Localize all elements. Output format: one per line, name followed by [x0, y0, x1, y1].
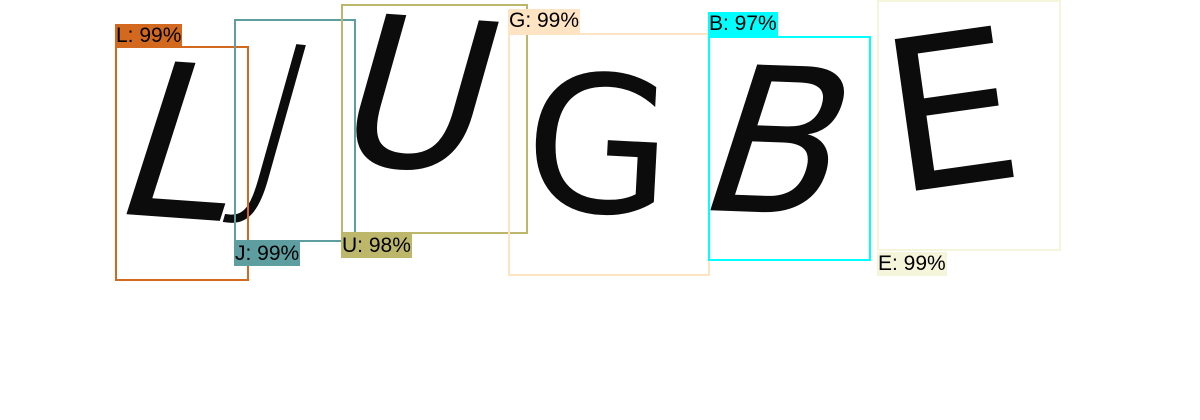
detection-label-g: G: 99%	[508, 9, 581, 33]
detection-label-e: E: 99%	[877, 252, 947, 276]
detection-box-g	[508, 33, 710, 276]
detection-box-u	[341, 4, 528, 234]
detection-box-j	[234, 19, 356, 242]
detection-box-e	[877, 0, 1061, 251]
detection-box-b	[708, 36, 871, 261]
detection-label-j: J: 99%	[234, 242, 301, 266]
detection-label-l: L: 99%	[115, 24, 183, 48]
detection-label-b: B: 97%	[708, 12, 778, 36]
detection-label-u: U: 98%	[341, 234, 412, 258]
detection-box-l	[115, 46, 249, 281]
